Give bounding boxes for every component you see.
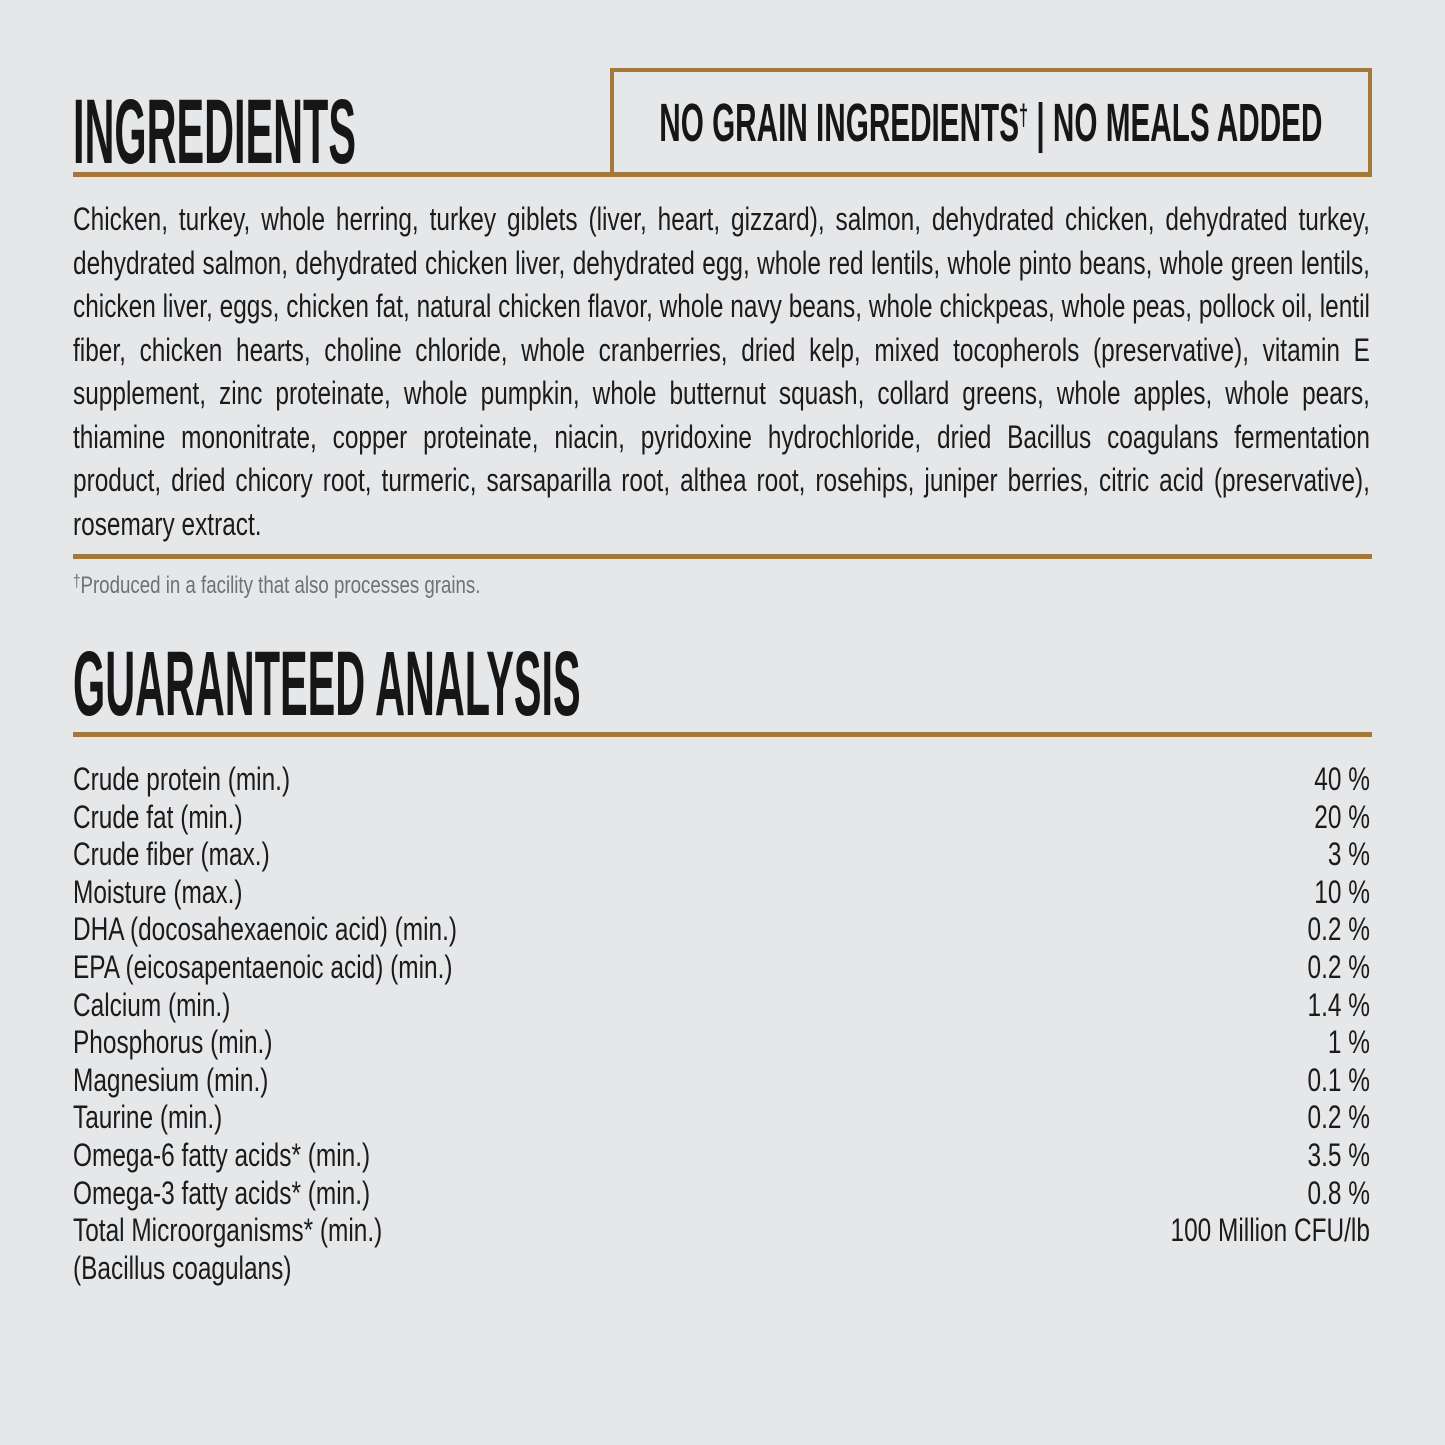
analysis-value: 100 Million CFU/lb <box>1170 1212 1370 1249</box>
analysis-label: Omega-6 fatty acids* (min.) <box>73 1136 371 1173</box>
dagger-symbol: † <box>1019 98 1029 132</box>
analysis-label: Total Microorganisms* (min.) <box>73 1212 383 1249</box>
analysis-row-moisture: Moisture (max.) 10 % <box>73 874 1370 912</box>
ingredients-header: INGREDIENTS NO GRAIN INGREDIENTS† | NO M… <box>73 68 1372 183</box>
analysis-row-crude-fiber: Crude fiber (max.) 3 % <box>73 836 1370 874</box>
analysis-label: Omega-3 fatty acids* (min.) <box>73 1174 371 1211</box>
no-grain-callout-box: NO GRAIN INGREDIENTS† | NO MEALS ADDED <box>610 68 1372 177</box>
divider <box>73 554 1372 559</box>
analysis-row-crude-fat: Crude fat (min.) 20 % <box>73 799 1370 837</box>
analysis-label: Taurine (min.) <box>73 1099 223 1136</box>
analysis-row-magnesium: Magnesium (min.) 0.1 % <box>73 1062 1370 1100</box>
analysis-value: 0.1 % <box>1307 1061 1370 1098</box>
footnote-text: Produced in a facility that also process… <box>80 572 481 599</box>
analysis-label: (Bacillus coagulans) <box>73 1249 292 1286</box>
analysis-label: EPA (eicosapentaenoic acid) (min.) <box>73 948 453 985</box>
analysis-value: 1.4 % <box>1307 986 1370 1023</box>
analysis-value: 1 % <box>1327 1024 1370 1061</box>
analysis-label: Calcium (min.) <box>73 986 231 1023</box>
analysis-label: Crude fiber (max.) <box>73 836 270 873</box>
guaranteed-analysis-title: GUARANTEED ANALYSIS <box>73 633 581 735</box>
guaranteed-analysis-header: GUARANTEED ANALYSIS <box>73 638 1372 730</box>
analysis-row-total-microorganisms: Total Microorganisms* (min.) 100 Million… <box>73 1212 1370 1250</box>
analysis-label: Phosphorus (min.) <box>73 1024 273 1061</box>
analysis-row-calcium: Calcium (min.) 1.4 % <box>73 987 1370 1025</box>
analysis-label: DHA (docosahexaenoic acid) (min.) <box>73 911 457 948</box>
label-content: INGREDIENTS NO GRAIN INGREDIENTS† | NO M… <box>0 68 1445 1287</box>
analysis-row-crude-protein: Crude protein (min.) 40 % <box>73 761 1370 799</box>
analysis-value: 0.2 % <box>1307 948 1370 985</box>
analysis-row-omega3: Omega-3 fatty acids* (min.) 0.8 % <box>73 1175 1370 1213</box>
analysis-value: 0.8 % <box>1307 1174 1370 1211</box>
ingredients-paragraph: Chicken, turkey, whole herring, turkey g… <box>73 201 1370 542</box>
analysis-row-omega6: Omega-6 fatty acids* (min.) 3.5 % <box>73 1137 1370 1175</box>
analysis-label: Moisture (max.) <box>73 873 243 910</box>
analysis-value: 3 % <box>1327 836 1370 873</box>
analysis-value: 0.2 % <box>1307 911 1370 948</box>
analysis-row-taurine: Taurine (min.) 0.2 % <box>73 1099 1370 1137</box>
analysis-value: 10 % <box>1314 873 1370 910</box>
analysis-label: Crude protein (min.) <box>73 761 291 797</box>
callout-part1: NO GRAIN INGREDIENTS <box>659 92 1020 153</box>
grain-facility-footnote: †Produced in a facility that also proces… <box>73 569 1370 604</box>
divider <box>73 732 1372 737</box>
analysis-row-phosphorus: Phosphorus (min.) 1 % <box>73 1024 1370 1062</box>
analysis-value: 20 % <box>1314 798 1370 835</box>
analysis-label: Crude fat (min.) <box>73 798 243 835</box>
analysis-label: Magnesium (min.) <box>73 1061 269 1098</box>
analysis-value: 40 % <box>1314 761 1370 797</box>
analysis-row-dha: DHA (docosahexaenoic acid) (min.) 0.2 % <box>73 911 1370 949</box>
guaranteed-analysis-table: Crude protein (min.) 40 % Crude fat (min… <box>73 761 1370 1287</box>
analysis-row-epa: EPA (eicosapentaenoic acid) (min.) 0.2 % <box>73 949 1370 987</box>
no-grain-callout-text: NO GRAIN INGREDIENTS† | NO MEALS ADDED <box>659 96 1322 150</box>
analysis-row-bacillus-coagulans: (Bacillus coagulans) <box>73 1250 1370 1288</box>
ingredients-title: INGREDIENTS <box>73 81 356 183</box>
analysis-value: 3.5 % <box>1307 1136 1370 1173</box>
analysis-value: 0.2 % <box>1307 1099 1370 1136</box>
dagger-symbol: † <box>73 571 81 591</box>
callout-part2: | NO MEALS ADDED <box>1028 92 1323 153</box>
